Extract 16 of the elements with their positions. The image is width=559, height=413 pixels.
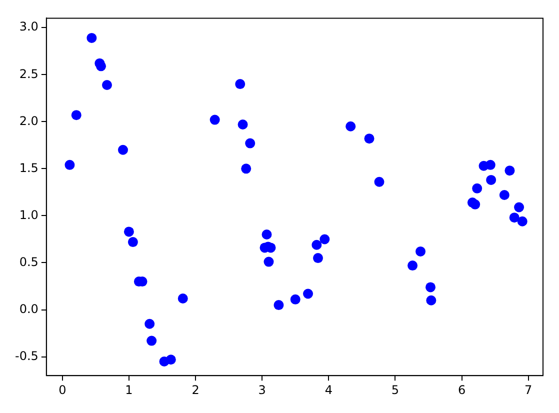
x-tick-label: 3 [258, 382, 266, 397]
x-tick-label: 5 [391, 382, 400, 397]
x-tick-label: 6 [458, 382, 466, 397]
y-tick-label: -0.5 [14, 348, 38, 363]
y-tick-label: 1.5 [19, 160, 38, 175]
x-tick-label: 0 [58, 382, 66, 397]
x-tick-label: 2 [192, 382, 200, 397]
y-tick-label: 1.0 [19, 208, 38, 222]
y-tick-label: 2.5 [19, 66, 38, 81]
x-tick-label: 1 [125, 382, 133, 397]
x-tick-label: 4 [324, 382, 332, 397]
y-tick-label: 0.5 [19, 254, 38, 269]
y-tick-label: 0.0 [19, 302, 38, 316]
y-tick-label: 2.0 [19, 114, 38, 128]
y-tick-label: 3.0 [19, 20, 38, 34]
x-tick-label: 7 [524, 382, 532, 397]
